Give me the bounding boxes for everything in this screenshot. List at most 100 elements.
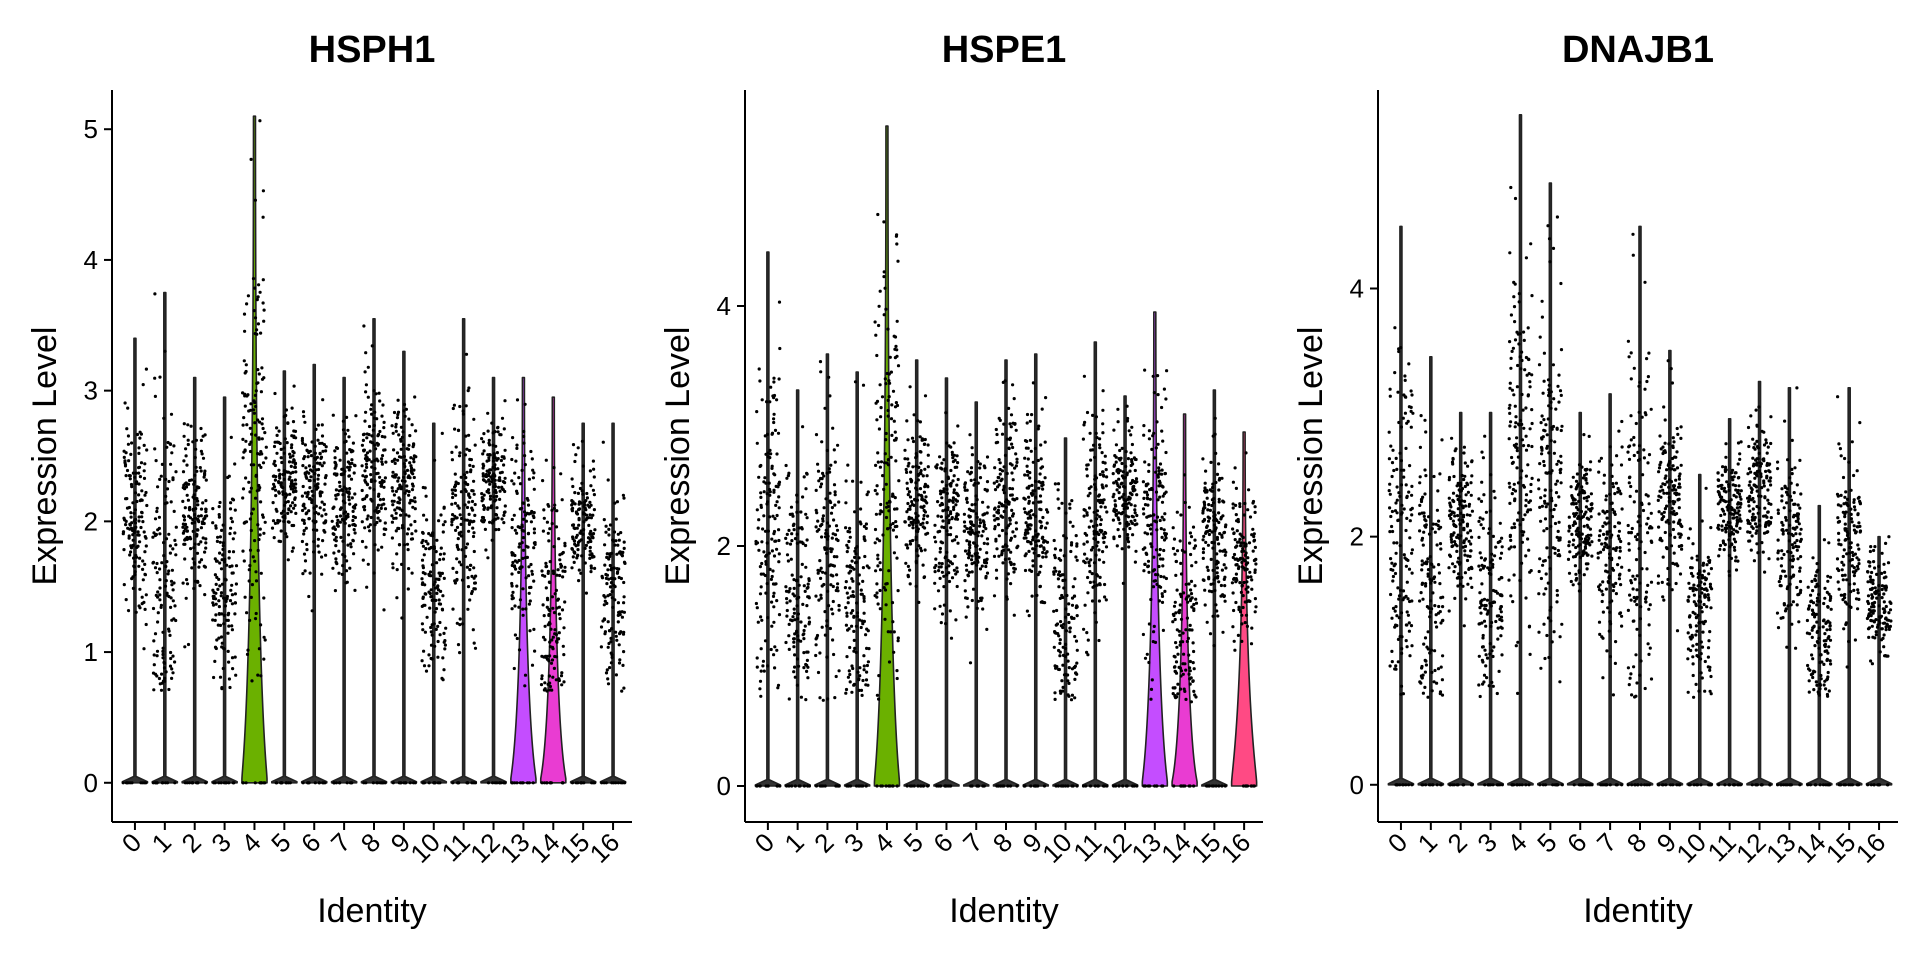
data-point bbox=[377, 492, 381, 496]
data-point bbox=[834, 784, 838, 788]
data-point bbox=[435, 538, 439, 542]
data-point bbox=[885, 505, 889, 509]
data-point bbox=[241, 437, 245, 441]
data-point bbox=[341, 564, 345, 568]
data-point bbox=[972, 561, 977, 565]
data-point bbox=[863, 554, 867, 559]
data-point bbox=[1133, 508, 1137, 512]
data-point bbox=[453, 581, 457, 585]
data-point bbox=[291, 470, 295, 474]
data-point bbox=[532, 579, 536, 583]
data-point bbox=[947, 521, 951, 525]
data-point bbox=[1068, 520, 1072, 524]
data-point bbox=[164, 670, 168, 674]
data-point bbox=[397, 543, 402, 547]
data-point bbox=[521, 548, 526, 552]
data-point bbox=[620, 552, 624, 556]
data-point bbox=[494, 444, 498, 448]
data-point bbox=[439, 513, 443, 517]
data-point bbox=[896, 639, 900, 643]
data-point bbox=[490, 477, 494, 481]
data-point bbox=[859, 784, 863, 788]
data-point bbox=[1085, 540, 1089, 544]
data-point bbox=[345, 451, 349, 455]
data-point bbox=[1099, 505, 1103, 509]
data-point bbox=[391, 470, 395, 474]
data-point bbox=[580, 554, 584, 558]
data-point bbox=[997, 501, 1002, 505]
data-point bbox=[512, 482, 516, 486]
data-point bbox=[1037, 500, 1041, 504]
data-point bbox=[845, 614, 849, 618]
data-point bbox=[859, 625, 863, 630]
data-point bbox=[764, 591, 768, 595]
data-point bbox=[352, 463, 357, 467]
data-point bbox=[562, 653, 566, 657]
data-point bbox=[895, 669, 899, 673]
data-point bbox=[1155, 515, 1160, 519]
data-point bbox=[279, 529, 283, 533]
data-point bbox=[786, 559, 791, 563]
data-point bbox=[218, 535, 222, 539]
violin-shape bbox=[569, 422, 597, 784]
data-point bbox=[907, 461, 911, 465]
violin-shape bbox=[962, 401, 990, 787]
data-point bbox=[1158, 495, 1162, 499]
data-point bbox=[346, 543, 350, 547]
y-tick-label: 3 bbox=[84, 376, 98, 406]
data-point bbox=[854, 552, 858, 556]
data-point bbox=[556, 637, 560, 641]
data-point bbox=[555, 640, 559, 644]
data-point bbox=[963, 485, 967, 489]
data-point bbox=[203, 550, 207, 554]
data-point bbox=[518, 598, 523, 602]
data-point bbox=[1148, 527, 1153, 531]
data-point bbox=[253, 617, 258, 621]
data-point bbox=[244, 439, 248, 443]
data-point bbox=[458, 651, 462, 655]
data-point bbox=[1097, 638, 1101, 643]
data-point bbox=[188, 516, 193, 520]
data-point bbox=[846, 628, 850, 632]
data-point bbox=[400, 479, 404, 483]
data-point bbox=[845, 655, 849, 659]
data-point bbox=[1073, 634, 1077, 639]
data-point bbox=[556, 568, 560, 572]
data-point bbox=[580, 489, 584, 493]
data-point bbox=[472, 549, 476, 554]
data-point bbox=[231, 550, 236, 554]
data-point bbox=[882, 270, 886, 274]
data-point bbox=[185, 529, 189, 533]
data-point bbox=[831, 612, 835, 616]
data-point bbox=[518, 566, 522, 570]
data-point bbox=[866, 660, 871, 664]
data-point bbox=[825, 471, 829, 475]
data-point bbox=[601, 440, 605, 444]
data-point bbox=[1027, 614, 1031, 618]
data-point bbox=[846, 675, 851, 679]
data-point bbox=[303, 471, 307, 475]
data-point bbox=[1150, 545, 1154, 549]
data-point bbox=[167, 569, 171, 573]
data-point bbox=[360, 488, 364, 493]
data-point bbox=[353, 506, 357, 510]
data-point bbox=[1023, 554, 1027, 558]
data-point bbox=[588, 500, 592, 504]
data-point bbox=[378, 519, 382, 523]
data-point bbox=[333, 538, 337, 542]
data-point bbox=[390, 520, 394, 524]
data-point bbox=[264, 445, 268, 449]
data-point bbox=[815, 511, 819, 515]
data-point bbox=[1053, 664, 1057, 668]
data-point bbox=[614, 630, 618, 634]
data-point bbox=[814, 488, 818, 492]
data-point bbox=[986, 542, 990, 546]
data-point bbox=[412, 442, 416, 446]
data-point bbox=[613, 598, 617, 602]
data-point bbox=[218, 540, 222, 544]
data-point bbox=[892, 630, 896, 634]
data-point bbox=[602, 603, 606, 607]
data-point bbox=[394, 429, 398, 433]
violin-0: 0 bbox=[749, 251, 782, 858]
data-point bbox=[776, 683, 781, 687]
